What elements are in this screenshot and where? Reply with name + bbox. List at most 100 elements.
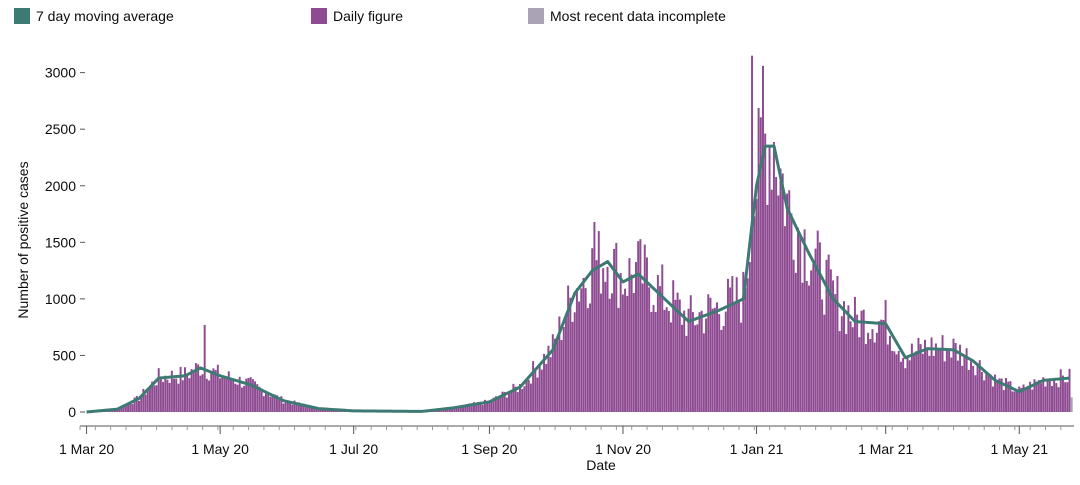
- daily-bar: [245, 378, 248, 412]
- daily-bar: [1035, 381, 1038, 412]
- daily-bar: [315, 408, 318, 412]
- daily-bar: [777, 195, 780, 412]
- daily-bar: [895, 354, 898, 412]
- daily-bar: [1013, 391, 1016, 412]
- daily-bar: [983, 380, 986, 412]
- daily-bar: [1022, 384, 1025, 412]
- daily-bar: [860, 310, 863, 412]
- daily-bar: [856, 314, 859, 412]
- daily-bar: [479, 403, 482, 412]
- daily-bar: [455, 405, 458, 412]
- daily-bar: [494, 396, 497, 412]
- daily-bar: [589, 303, 592, 412]
- daily-bar: [825, 259, 828, 412]
- daily-bar: [683, 310, 686, 412]
- daily-bar: [310, 407, 313, 412]
- daily-bar: [597, 231, 600, 412]
- daily-bar: [179, 366, 182, 412]
- daily-bar: [503, 391, 506, 412]
- daily-bar: [832, 280, 835, 412]
- daily-bar: [291, 404, 294, 412]
- legend-item-incomplete[interactable]: Most recent data incomplete: [528, 8, 726, 24]
- moving-average-line: [86, 144, 1070, 414]
- daily-bar: [534, 368, 537, 412]
- daily-bar: [724, 311, 727, 412]
- daily-bar: [1051, 386, 1053, 412]
- daily-bar: [921, 353, 924, 412]
- daily-bar: [536, 377, 539, 412]
- daily-bar: [181, 380, 184, 412]
- daily-bar: [994, 374, 997, 412]
- daily-bar: [779, 168, 782, 412]
- daily-bar: [976, 365, 979, 412]
- daily-bar: [873, 342, 876, 412]
- daily-bar: [910, 343, 913, 412]
- daily-bar: [492, 397, 495, 412]
- daily-bar: [1040, 383, 1043, 412]
- daily-bar: [140, 396, 143, 412]
- daily-bar: [247, 378, 250, 412]
- daily-bar: [685, 335, 688, 412]
- daily-bar: [297, 402, 300, 412]
- daily-bar: [1053, 378, 1056, 412]
- daily-bar: [980, 371, 983, 412]
- daily-bar: [1068, 368, 1071, 412]
- daily-bar: [608, 298, 611, 412]
- x-axis: 1 Mar 20 1 May 20 1 Jul 20 1 Sep 20 1 Nov 20…: [59, 426, 1062, 457]
- daily-bar: [702, 333, 705, 412]
- daily-bar: [934, 343, 937, 412]
- daily-bar: [481, 404, 484, 412]
- daily-bar: [762, 65, 764, 412]
- daily-bar: [772, 142, 775, 412]
- daily-bar: [659, 286, 662, 412]
- daily-bar: [551, 334, 554, 412]
- daily-bar: [862, 309, 865, 412]
- daily-bar: [810, 270, 813, 412]
- daily-bar: [225, 378, 228, 412]
- daily-bar: [1042, 377, 1045, 412]
- legend-item-moving-average[interactable]: 7 day moving average: [14, 8, 174, 24]
- legend-item-daily-figure[interactable]: Daily figure: [311, 8, 403, 24]
- daily-bar: [764, 133, 767, 413]
- daily-bar: [952, 338, 955, 412]
- daily-bar: [521, 388, 524, 412]
- daily-bar: [306, 405, 309, 412]
- y-tick-label: 500: [53, 347, 77, 363]
- daily-bar: [1048, 381, 1051, 412]
- daily-bar: [972, 365, 975, 412]
- daily-bar: [1000, 378, 1003, 412]
- daily-bar: [847, 305, 850, 412]
- daily-bar: [188, 378, 191, 412]
- daily-bar: [599, 293, 602, 412]
- daily-bar: [783, 226, 786, 412]
- daily-bar: [926, 348, 929, 412]
- daily-bar: [197, 364, 200, 412]
- daily-bar: [744, 288, 747, 412]
- daily-bar: [545, 363, 548, 412]
- daily-bar: [486, 401, 489, 412]
- daily-bar: [254, 381, 257, 412]
- daily-bar: [453, 407, 456, 412]
- daily-bar: [740, 322, 743, 412]
- daily-bar: [558, 316, 561, 412]
- daily-bar: [1061, 375, 1064, 412]
- daily-bar: [928, 355, 931, 412]
- daily-bar: [267, 394, 270, 412]
- daily-bar: [265, 393, 267, 412]
- daily-bar: [965, 348, 968, 412]
- daily-bar: [1018, 386, 1021, 412]
- x-tick-label: 1 May 20: [191, 441, 249, 457]
- daily-bar: [282, 403, 285, 412]
- daily-bar: [678, 299, 681, 412]
- daily-bar: [129, 404, 132, 412]
- daily-bar: [562, 326, 565, 412]
- legend-swatch-daily-figure: [311, 8, 327, 24]
- daily-bar: [1033, 379, 1036, 412]
- daily-bar: [234, 383, 237, 412]
- legend-label-incomplete: Most recent data incomplete: [550, 8, 726, 24]
- x-tick-label: 1 Mar 21: [858, 441, 913, 457]
- daily-bar: [803, 229, 806, 412]
- daily-bar: [790, 213, 793, 412]
- daily-bar: [904, 368, 907, 412]
